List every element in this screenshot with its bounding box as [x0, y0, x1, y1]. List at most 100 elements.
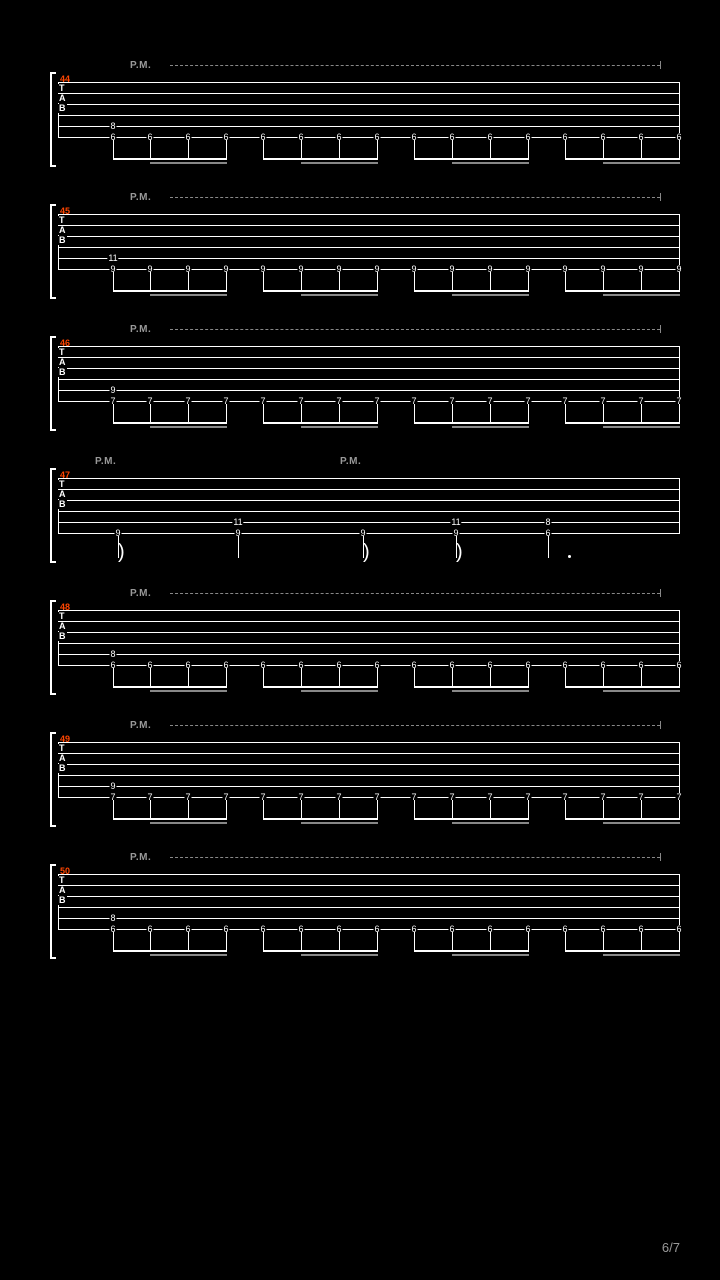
beam	[414, 158, 529, 160]
note-stem	[226, 668, 227, 686]
staff-wrap: 50TAB86666666666666666	[40, 874, 680, 929]
barline	[679, 478, 680, 533]
note-stem	[339, 272, 340, 290]
tab-clef: TAB	[58, 216, 67, 246]
note-stem	[603, 140, 604, 158]
note-stem	[452, 272, 453, 290]
measure-row: P.M.48TAB86666666666666666	[40, 588, 680, 665]
note-stem	[339, 404, 340, 422]
beam	[414, 422, 529, 424]
staff-line	[58, 346, 680, 347]
note-stem	[226, 272, 227, 290]
staff-line	[58, 621, 680, 622]
secondary-beam	[603, 690, 680, 692]
staff-line	[58, 896, 680, 897]
note-stem	[641, 272, 642, 290]
staff-line	[58, 643, 680, 644]
pm-annotation-row: P.M.	[40, 192, 680, 208]
beam	[263, 950, 378, 952]
pm-label: P.M.	[130, 192, 151, 203]
secondary-beam	[452, 690, 529, 692]
beam	[113, 422, 227, 424]
note-stem	[679, 800, 680, 818]
note-stem	[679, 272, 680, 290]
note-stem	[238, 536, 239, 558]
note-stem	[452, 800, 453, 818]
note-stem	[528, 140, 529, 158]
pm-end-tick	[660, 193, 661, 201]
note-stem	[603, 404, 604, 422]
note-stem	[263, 668, 264, 686]
barline	[679, 214, 680, 269]
note-flag: )	[363, 545, 370, 559]
secondary-beam	[452, 426, 529, 428]
staff-line	[58, 214, 680, 215]
note-stem	[188, 272, 189, 290]
secondary-beam	[150, 954, 227, 956]
staff-line	[58, 522, 680, 523]
tab-staff	[58, 82, 680, 137]
pm-annotation-row: P.M.	[40, 720, 680, 736]
note-stem	[414, 272, 415, 290]
note-stem	[301, 272, 302, 290]
note-stem	[490, 800, 491, 818]
note-stem	[150, 404, 151, 422]
staff-line	[58, 885, 680, 886]
staff-line	[58, 368, 680, 369]
beam	[414, 818, 529, 820]
secondary-beam	[150, 426, 227, 428]
note-stem	[226, 932, 227, 950]
note-stem	[528, 932, 529, 950]
pm-end-tick	[660, 589, 661, 597]
beam	[263, 818, 378, 820]
pm-dash-line	[170, 857, 660, 858]
note-stem	[679, 404, 680, 422]
note-stem	[113, 140, 114, 158]
secondary-beam	[150, 294, 227, 296]
staff-wrap: 44TAB86666666666666666	[40, 82, 680, 137]
note-stem	[528, 404, 529, 422]
system-bracket	[50, 336, 56, 431]
pm-label: P.M.	[130, 852, 151, 863]
note-stem	[377, 932, 378, 950]
note-stem	[113, 272, 114, 290]
note-flag: )	[118, 545, 125, 559]
pm-end-tick	[660, 325, 661, 333]
note-stem	[377, 668, 378, 686]
note-stem	[528, 800, 529, 818]
note-stem	[565, 140, 566, 158]
tab-staff	[58, 874, 680, 929]
pm-annotation-row: P.M.	[40, 60, 680, 76]
note-stem	[528, 272, 529, 290]
pm-label: P.M.	[95, 456, 116, 467]
staff-line	[58, 500, 680, 501]
pm-dash-line	[170, 725, 660, 726]
pm-label: P.M.	[130, 720, 151, 731]
measure-row: P.M.49TAB97777777777777777	[40, 720, 680, 797]
measures-container: P.M.44TAB86666666666666666P.M.45TAB11999…	[0, 0, 720, 929]
staff-line	[58, 533, 680, 534]
note-stem	[490, 140, 491, 158]
note-stem	[301, 800, 302, 818]
staff-line	[58, 126, 680, 127]
beam	[113, 158, 227, 160]
pm-dash-line	[170, 197, 660, 198]
staff-line	[58, 632, 680, 633]
pm-label: P.M.	[130, 588, 151, 599]
beam	[565, 422, 680, 424]
note-stem	[641, 140, 642, 158]
note-stem	[301, 140, 302, 158]
note-stem	[603, 800, 604, 818]
note-stem	[452, 404, 453, 422]
page-number: 6/7	[662, 1240, 680, 1255]
tab-staff	[58, 478, 680, 533]
note-stem	[414, 668, 415, 686]
note-stem	[603, 272, 604, 290]
beam	[263, 422, 378, 424]
secondary-beam	[603, 162, 680, 164]
pm-end-tick	[660, 61, 661, 69]
note-stem	[490, 404, 491, 422]
note-stem	[641, 800, 642, 818]
note-stem	[339, 932, 340, 950]
secondary-beam	[603, 954, 680, 956]
